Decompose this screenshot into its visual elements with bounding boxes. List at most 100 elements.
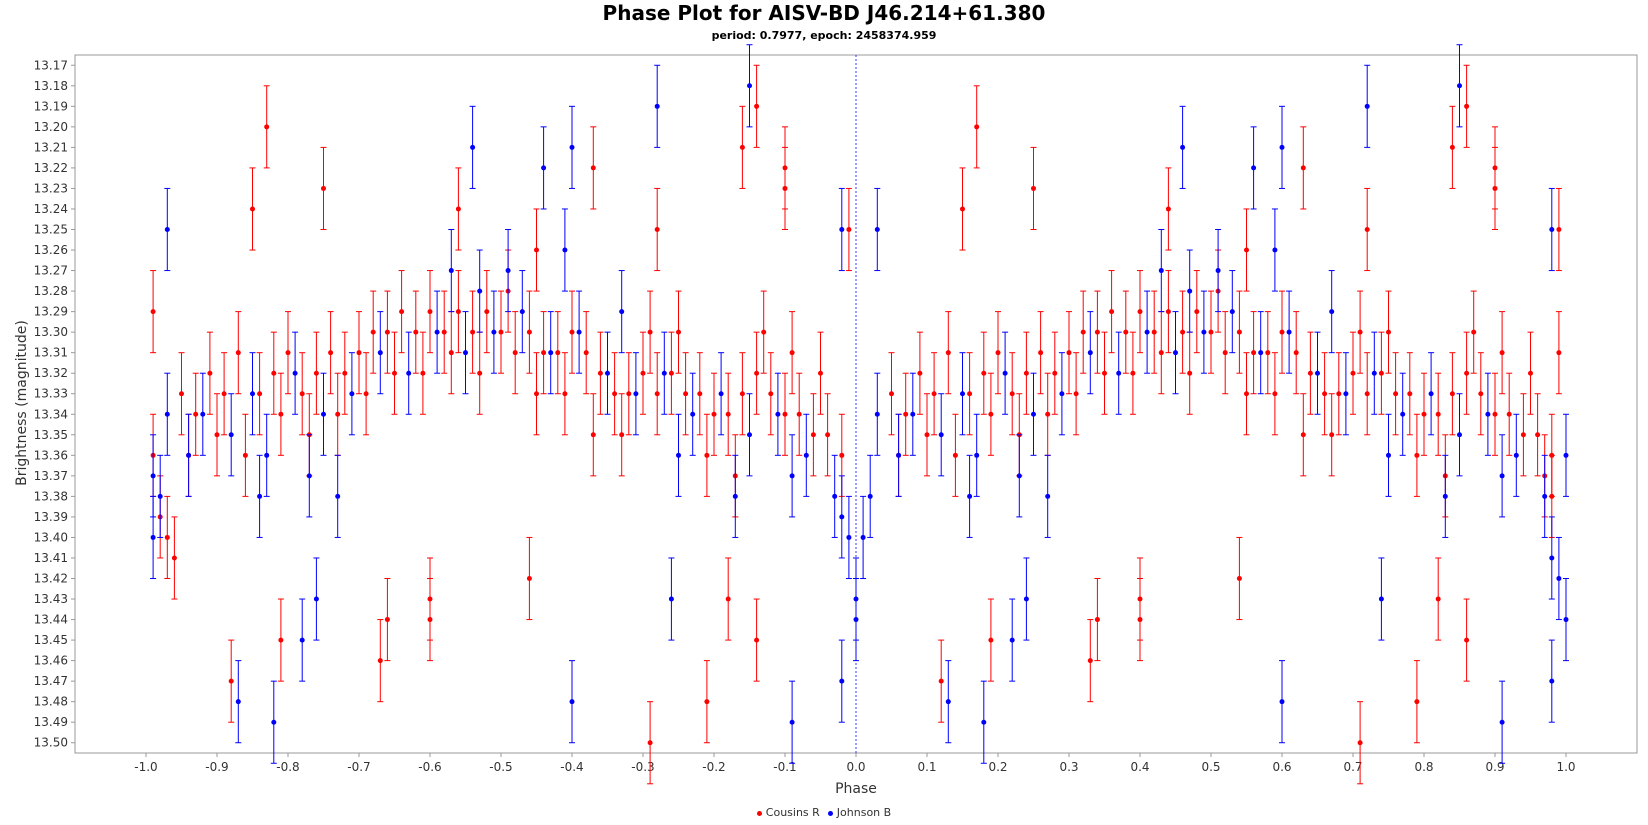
data-point [1009, 391, 1015, 397]
data-point [1272, 391, 1278, 397]
x-tick-label: 0.3 [1059, 760, 1078, 774]
y-tick-label: 13.43 [34, 592, 68, 606]
data-point [718, 391, 724, 397]
data-point [1279, 329, 1285, 335]
data-point [1414, 699, 1420, 705]
y-tick-label: 13.34 [34, 407, 68, 421]
data-point [1457, 432, 1462, 438]
data-point [1137, 309, 1143, 315]
data-point [647, 329, 653, 335]
data-point [789, 350, 795, 356]
data-point [548, 350, 554, 356]
data-point [1123, 329, 1129, 335]
y-axis: 13.17 13.18 13.19 13.20 13.21 13.22 13.23 13.24… [34, 58, 75, 750]
y-tick-label: 13.28 [34, 284, 68, 298]
data-point [207, 370, 213, 376]
data-point [1265, 350, 1271, 356]
y-tick-label: 13.41 [34, 551, 68, 565]
data-point [668, 596, 674, 602]
data-point [200, 411, 206, 417]
data-point [747, 83, 752, 89]
data-point [697, 391, 703, 397]
data-point [839, 452, 845, 458]
y-tick-label: 13.27 [34, 264, 68, 278]
data-point [484, 309, 490, 315]
data-point [313, 370, 319, 376]
x-tick-label: 0.6 [1272, 760, 1291, 774]
data-point [526, 329, 532, 335]
data-point [1364, 391, 1370, 397]
data-point [1151, 329, 1157, 335]
legend-label: Cousins R [765, 806, 820, 819]
data-point [1187, 370, 1193, 376]
x-tick-label: -0.5 [489, 760, 512, 774]
data-point [754, 103, 760, 109]
data-point [271, 719, 277, 725]
x-tick-label: -0.3 [631, 760, 654, 774]
y-tick-label: 13.17 [34, 58, 68, 72]
data-point [519, 309, 525, 315]
x-tick-label: 0.5 [1201, 760, 1220, 774]
y-tick-label: 13.23 [34, 181, 68, 195]
data-point [1449, 144, 1455, 150]
data-point [448, 350, 454, 356]
y-tick-label: 13.44 [34, 613, 68, 627]
data-point [676, 452, 681, 458]
data-point [1222, 350, 1228, 356]
data-point [321, 411, 326, 417]
data-point [448, 268, 454, 274]
data-point [1513, 452, 1519, 458]
y-tick-label: 13.30 [34, 325, 68, 339]
data-point [725, 596, 731, 602]
data-point [1464, 370, 1470, 376]
data-point [1535, 432, 1541, 438]
x-tick-label: -0.9 [205, 760, 228, 774]
data-point [654, 103, 660, 109]
data-point [626, 391, 632, 397]
data-point [569, 144, 575, 150]
data-point [839, 514, 845, 520]
data-point [1457, 83, 1462, 89]
y-tick-label: 13.42 [34, 572, 68, 586]
data-point [214, 432, 220, 438]
data-point [1279, 699, 1285, 705]
x-tick-label: -0.7 [347, 760, 370, 774]
data-point [250, 206, 255, 212]
chart-title: Phase Plot for AISV-BD J46.214+61.380 [602, 1, 1046, 25]
data-point [619, 309, 625, 315]
data-point [860, 534, 866, 540]
data-point [1180, 329, 1186, 335]
x-axis: -1.0 -0.9 -0.8 -0.7 -0.6 -0.5 -0.4 -0.3 -0.2 -0.1… [134, 753, 1576, 774]
data-point [1449, 391, 1455, 397]
x-tick-label: -0.1 [773, 760, 796, 774]
y-tick-label: 13.40 [34, 530, 68, 544]
data-point [1499, 473, 1505, 479]
data-point [1542, 493, 1548, 499]
data-point [534, 391, 539, 397]
data-point [313, 596, 319, 602]
data-point [832, 493, 838, 499]
data-point [1286, 329, 1292, 335]
data-point [1045, 411, 1051, 417]
y-axis-label: Brightness (magnitude) [14, 320, 30, 486]
data-point [427, 617, 433, 623]
data-point [1520, 432, 1526, 438]
data-point [1130, 370, 1136, 376]
data-point [477, 288, 483, 294]
data-point [285, 350, 291, 356]
data-point [1336, 391, 1342, 397]
data-point [846, 227, 852, 232]
data-point [555, 350, 561, 356]
data-point [739, 391, 745, 397]
data-point [1137, 617, 1143, 623]
y-tick-label: 13.48 [34, 695, 68, 709]
data-point [1094, 617, 1100, 623]
data-point [768, 391, 774, 397]
data-point [164, 227, 170, 232]
data-point [775, 411, 781, 417]
data-point [1357, 740, 1363, 746]
data-point [1549, 678, 1555, 684]
data-point [257, 493, 263, 499]
data-point [193, 411, 199, 417]
data-point [171, 555, 177, 561]
